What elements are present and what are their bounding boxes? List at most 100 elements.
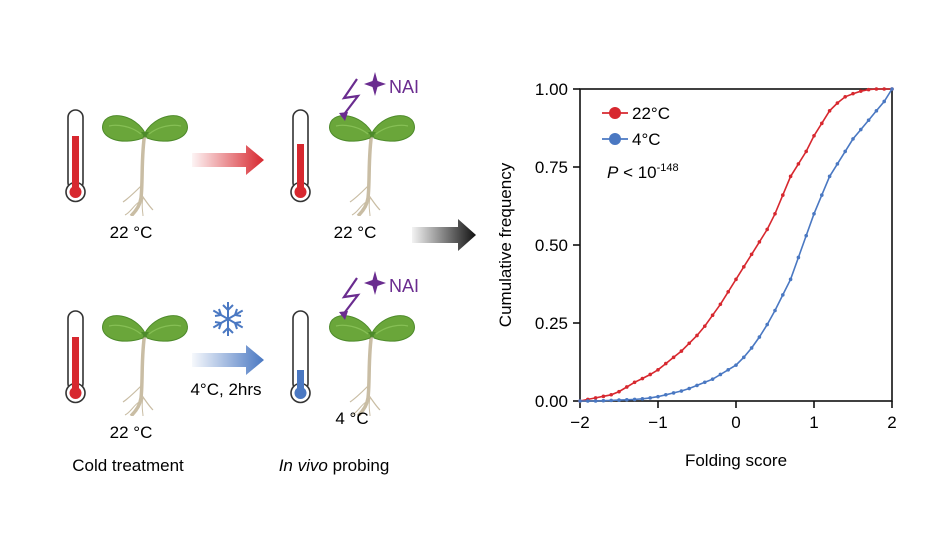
data-point (765, 227, 769, 232)
diagram-left: 22 °C NAI 22 °C 22 °C Cold treatment (65, 72, 476, 475)
y-axis: 0.00 0.25 0.50 0.75 1.00 (535, 80, 580, 411)
data-point (765, 322, 769, 327)
lightning-tip-icon (339, 112, 348, 121)
p-exponent: -148 (657, 162, 679, 174)
data-point (718, 302, 723, 307)
top-start-temp: 22 °C (110, 223, 153, 242)
legend-swatch-marker (609, 107, 621, 119)
data-point (796, 162, 801, 166)
data-point (640, 397, 645, 401)
y-tick-label: 0.00 (535, 392, 568, 411)
data-point (749, 346, 754, 350)
p-symbol: P (607, 163, 619, 182)
lightning-icon (341, 277, 361, 317)
y-axis-label: Cumulative frequency (496, 162, 515, 327)
data-point (703, 324, 707, 328)
sparkle-icon (364, 72, 386, 96)
data-point (874, 109, 879, 113)
data-point (609, 392, 613, 397)
result-arrow-icon (412, 219, 476, 251)
data-point (882, 99, 886, 104)
x-tick-label: 1 (809, 413, 818, 432)
p-text: < 10 (618, 163, 656, 182)
legend-label: 4°C (632, 130, 661, 149)
data-point (609, 398, 613, 403)
p-value-annotation: P < 10-148 (607, 162, 679, 182)
thermometer-icon (65, 310, 86, 404)
data-point (773, 212, 777, 216)
x-axis-label: Folding score (685, 451, 787, 470)
x-axis: −2 −1 0 1 2 (570, 401, 897, 432)
data-point (874, 87, 879, 91)
data-point (679, 349, 684, 353)
data-point (625, 385, 629, 389)
seedling-icon (327, 113, 417, 216)
data-point (742, 355, 746, 360)
legend-swatch-marker (609, 133, 621, 145)
data-point (788, 277, 793, 282)
seedling-icon (100, 113, 190, 216)
in-vivo-probing-caption: In vivo probing (279, 456, 390, 475)
data-point (710, 377, 715, 381)
x-tick-label: −2 (570, 413, 589, 432)
data-point (617, 398, 621, 402)
data-point (687, 386, 691, 391)
data-point (757, 335, 762, 339)
data-point (617, 389, 621, 394)
thermometer-icon (65, 109, 86, 203)
data-point (804, 149, 808, 154)
data-point (593, 399, 598, 403)
y-tick-label: 0.25 (535, 314, 568, 333)
data-point (851, 137, 855, 141)
data-point (812, 212, 816, 216)
thermometer-icon (290, 109, 311, 203)
data-point (703, 380, 707, 385)
data-point (859, 127, 863, 132)
data-point (625, 397, 629, 402)
legend-label: 22°C (632, 104, 670, 123)
data-point (866, 118, 871, 122)
series-layer (578, 87, 894, 403)
data-point (726, 368, 730, 372)
data-point (757, 240, 762, 244)
bottom-end-temp: 4 °C (335, 409, 368, 428)
data-point (578, 399, 582, 403)
thermometer-icon (290, 310, 311, 404)
data-point (648, 372, 652, 377)
cold-condition-label: 4°C, 2hrs (190, 380, 261, 399)
data-point (773, 308, 777, 313)
snowflake-icon (212, 302, 244, 336)
x-tick-label: −1 (648, 413, 667, 432)
probing-text: probing (328, 456, 389, 475)
x-tick-label: 0 (731, 413, 740, 432)
data-point (656, 394, 660, 399)
top-reagent-label: NAI (389, 77, 419, 97)
data-point (656, 368, 660, 372)
top-end-temp: 22 °C (334, 223, 377, 242)
x-tick-label: 2 (887, 413, 896, 432)
data-point (827, 174, 832, 179)
y-tick-label: 0.75 (535, 158, 568, 177)
data-point (710, 313, 715, 318)
data-point (781, 193, 785, 197)
data-point (804, 233, 808, 238)
data-point (664, 361, 668, 366)
y-tick-label: 0.50 (535, 236, 568, 255)
data-point (843, 149, 847, 154)
data-point (742, 265, 746, 269)
data-point (586, 399, 590, 403)
bottom-reagent-label: NAI (389, 276, 419, 296)
data-point (843, 95, 847, 99)
data-point (890, 87, 894, 91)
data-point (601, 394, 606, 399)
lightning-icon (341, 78, 361, 118)
data-point (718, 372, 723, 377)
data-point (882, 87, 886, 91)
data-point (640, 376, 645, 381)
data-point (593, 396, 598, 400)
legend: 22°C 4°C (602, 104, 670, 149)
data-point (726, 290, 730, 294)
data-point (820, 121, 824, 126)
data-point (866, 87, 871, 92)
